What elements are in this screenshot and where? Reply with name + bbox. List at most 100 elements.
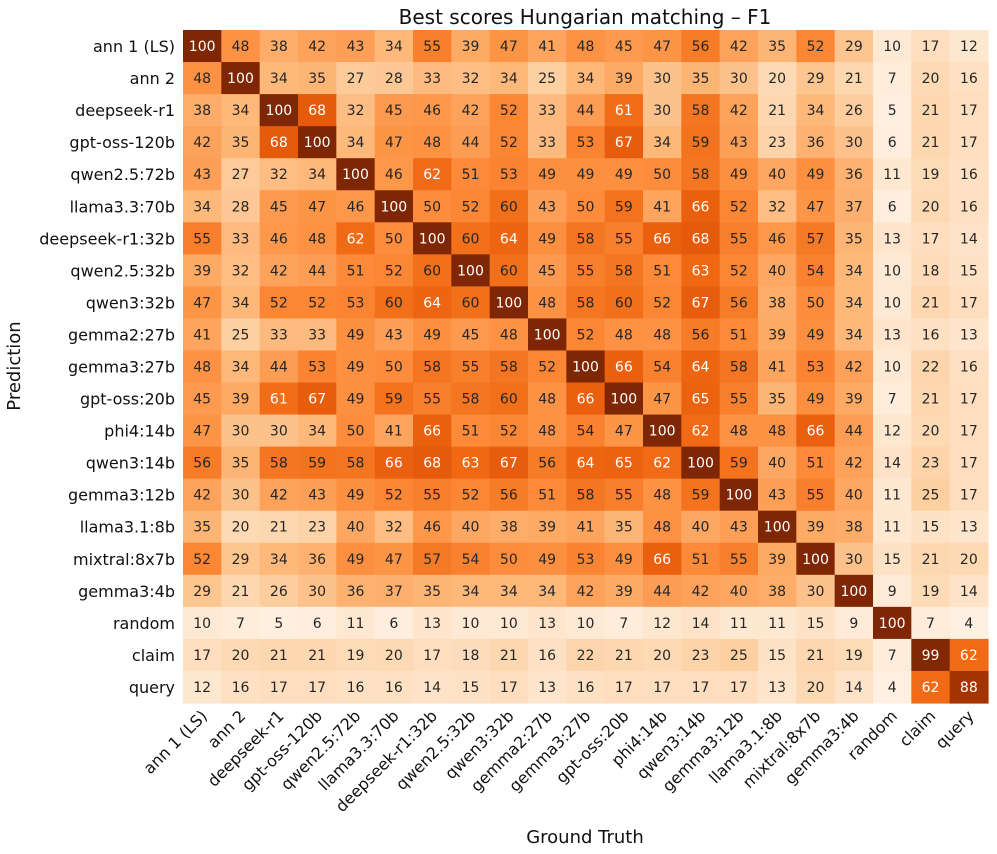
cell-value-label: 58 (615, 263, 633, 279)
cell-value-label: 23 (768, 135, 786, 151)
heatmap-cell (873, 286, 912, 320)
cell-value-label: 5 (274, 616, 283, 632)
heatmap-cell (604, 126, 644, 159)
cell-value-label: 18 (462, 648, 480, 664)
heatmap-cell (758, 510, 797, 544)
heatmap-cell (298, 30, 337, 63)
heatmap-cell (451, 126, 491, 159)
heatmap-cell (949, 670, 989, 704)
cell-value-label: 60 (500, 392, 518, 408)
heatmap-cell (719, 606, 759, 640)
heatmap-cell (413, 254, 452, 287)
cell-value-label: 15 (960, 263, 978, 279)
heatmap-cell (374, 254, 414, 287)
cell-value-label: 50 (423, 199, 441, 215)
cell-value-label: 62 (692, 424, 710, 440)
heatmap-cell (489, 62, 529, 95)
cell-value-label: 13 (883, 231, 901, 247)
heatmap-cell (796, 222, 836, 255)
cell-value-label: 11 (883, 488, 901, 504)
heatmap-cell (758, 574, 797, 608)
heatmap-cell (681, 318, 721, 352)
cell-value-label: 42 (308, 39, 326, 55)
heatmap-cell (221, 446, 261, 480)
heatmap-cell (566, 126, 606, 159)
cell-value-label: 46 (768, 231, 786, 247)
cell-value-label: 25 (922, 488, 940, 504)
heatmap-cell (374, 638, 414, 672)
heatmap-cell (451, 190, 491, 223)
cell-value-label: 42 (845, 360, 863, 376)
cell-value-label: 34 (308, 167, 326, 183)
heatmap-cell (949, 574, 989, 608)
heatmap-cell (796, 158, 836, 191)
cell-value-label: 100 (840, 584, 867, 600)
heatmap-cell (298, 542, 337, 576)
heatmap-cell (451, 542, 491, 576)
heatmap-cell (413, 446, 452, 480)
heatmap-cell (183, 638, 222, 672)
cell-value-label: 13 (538, 616, 556, 632)
heatmap-cell (758, 414, 797, 448)
cell-value-label: 16 (385, 680, 403, 696)
cell-value-label: 15 (807, 616, 825, 632)
cell-value-label: 35 (232, 456, 250, 472)
heatmap-cell (719, 446, 759, 480)
heatmap-cell (413, 670, 452, 704)
cell-value-label: 25 (232, 327, 250, 343)
cell-value-label: 36 (845, 167, 863, 183)
heatmap-cell (911, 382, 951, 416)
heatmap-cell (796, 190, 836, 223)
heatmap-cell (719, 62, 759, 95)
heatmap-cell (796, 574, 836, 608)
cell-value-label: 21 (922, 552, 940, 568)
cell-value-label: 10 (193, 616, 211, 632)
cell-value-label: 6 (888, 199, 897, 215)
heatmap-cell (451, 510, 491, 544)
cell-value-label: 47 (615, 424, 633, 440)
cell-value-label: 40 (730, 584, 748, 600)
heatmap-cell (528, 574, 567, 608)
heatmap-cell (719, 382, 759, 416)
cell-value-label: 33 (423, 71, 441, 87)
cell-value-label: 16 (538, 648, 556, 664)
heatmap-cell (566, 350, 606, 384)
heatmap-cell (911, 606, 951, 640)
cell-value-label: 30 (270, 424, 288, 440)
cell-value-label: 59 (730, 456, 748, 472)
heatmap-cell (911, 414, 951, 448)
cell-value-label: 49 (538, 231, 556, 247)
heatmap-cell (949, 222, 989, 255)
heatmap-cell (336, 286, 376, 320)
y-tick-label: deepseek-r1 (75, 101, 175, 120)
heatmap-cell (183, 190, 222, 223)
heatmap-cell (834, 638, 874, 672)
heatmap-cell (643, 94, 682, 127)
cell-value-label: 47 (385, 552, 403, 568)
heatmap-cell (796, 414, 836, 448)
heatmap-cell (489, 126, 529, 159)
heatmap-cell (566, 382, 606, 416)
cell-value-label: 64 (577, 456, 595, 472)
cell-value-label: 43 (768, 488, 786, 504)
heatmap-cell (643, 190, 682, 223)
cell-value-label: 20 (232, 648, 250, 664)
heatmap-cell (413, 574, 452, 608)
heatmap-cell (643, 414, 682, 448)
heatmap-cell (911, 158, 951, 191)
cell-value-label: 35 (768, 392, 786, 408)
heatmap-cell (949, 446, 989, 480)
heatmap-cell (604, 414, 644, 448)
heatmap-cell (758, 606, 797, 640)
heatmap-cell (298, 446, 337, 480)
heatmap-cell (298, 574, 337, 608)
cell-value-label: 16 (577, 680, 595, 696)
heatmap-cell (259, 542, 299, 576)
cell-value-label: 48 (653, 488, 671, 504)
heatmap-cell (413, 190, 452, 223)
heatmap-cell (949, 318, 989, 352)
heatmap-cell (873, 350, 912, 384)
heatmap-cell (489, 190, 529, 223)
heatmap-cell (413, 30, 452, 63)
heatmap-cell (183, 606, 222, 640)
